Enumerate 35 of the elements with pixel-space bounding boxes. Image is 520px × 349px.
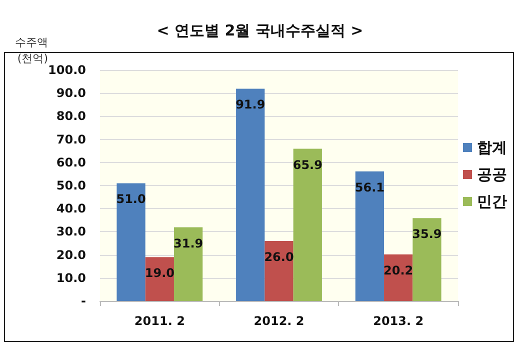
data-label: 26.0	[264, 250, 294, 264]
bar	[264, 240, 294, 301]
y-axis-title: 수주액 (천억)	[15, 36, 48, 66]
data-label: 19.0	[144, 266, 174, 280]
x-tick-label: 2012. 2	[254, 314, 304, 328]
data-label: 51.0	[116, 192, 146, 206]
y-tick-label: 90.0	[56, 86, 86, 100]
y-tick-label: 100.0	[48, 63, 86, 77]
bar	[355, 171, 384, 301]
data-label: 35.9	[412, 227, 442, 242]
y-tick-label: 50.0	[56, 178, 86, 192]
y-tick-label: 10.0	[56, 270, 86, 285]
bar	[293, 148, 322, 301]
chart-title: < 연도별 2월 국내수주실적 >	[156, 22, 364, 40]
legend-label: 민간	[477, 192, 507, 210]
y-tick-label: 30.0	[56, 224, 86, 239]
bar	[174, 227, 203, 301]
y-tick-label: 20.0	[56, 248, 86, 262]
data-label: 65.9	[292, 158, 322, 172]
data-label: 91.9	[236, 98, 266, 112]
data-label: 56.1	[354, 180, 384, 194]
y-tick-label: 70.0	[56, 132, 86, 146]
bar	[116, 183, 146, 301]
y-tick-label: 40.0	[56, 202, 86, 216]
y-tick-label: -	[81, 294, 86, 308]
legend-label: 공공	[477, 166, 507, 184]
legend-label: 합계	[477, 138, 507, 156]
y-tick-label: 60.0	[56, 155, 86, 170]
data-label: 31.9	[174, 236, 204, 250]
x-tick-label: 2011. 2	[134, 314, 185, 328]
bar	[412, 218, 442, 301]
bar	[236, 88, 265, 301]
y-tick-label: 80.0	[56, 109, 86, 124]
x-tick-label: 2013. 2	[373, 314, 424, 328]
data-label: 20.2	[384, 263, 414, 278]
